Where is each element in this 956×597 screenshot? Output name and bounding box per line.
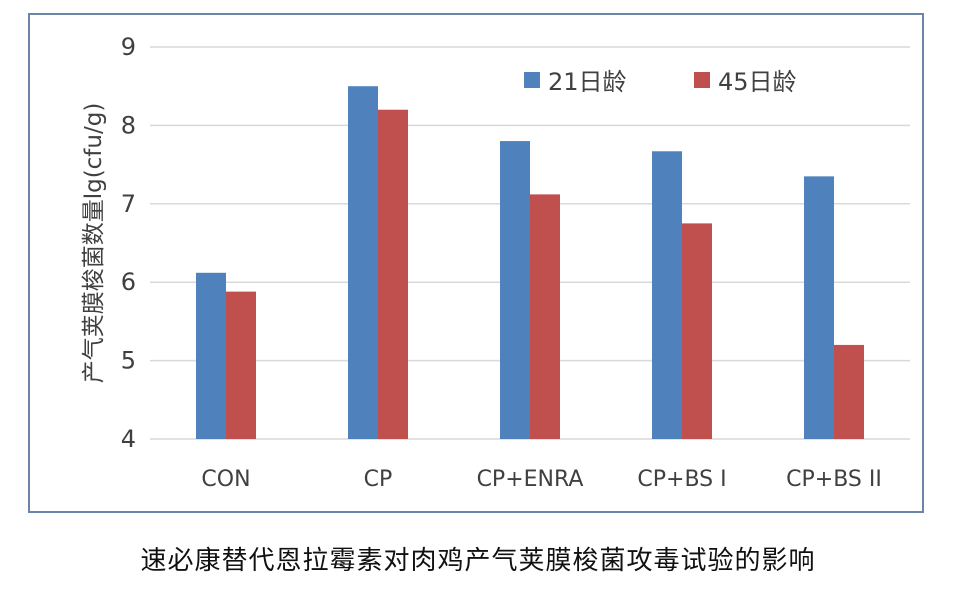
bar: [378, 109, 408, 439]
bar: [226, 291, 256, 439]
y-axis-label: 产气荚膜梭菌数量lg(cfu/g): [81, 103, 107, 384]
legend-label: 21日龄: [548, 68, 627, 96]
x-tick-label: CON: [201, 467, 250, 492]
x-tick-label: CP+BS I: [637, 467, 726, 492]
legend-swatch: [524, 72, 540, 88]
y-tick-label: 5: [121, 347, 136, 375]
x-tick-label: CP+BS II: [786, 467, 882, 492]
y-tick-label: 9: [121, 33, 136, 61]
x-tick-label: CP+ENRA: [477, 467, 584, 492]
bar: [804, 176, 834, 440]
y-tick-label: 4: [121, 425, 136, 453]
y-tick-label: 7: [121, 190, 136, 218]
y-tick-label: 6: [121, 268, 136, 296]
legend-label: 45日龄: [718, 68, 797, 96]
bar: [652, 151, 682, 439]
bar: [530, 194, 560, 439]
bar-chart: 4 5 6 7 8 9 CON CP CP+ENRA CP+BS I CP+BS II 产气荚膜梭菌数…: [81, 33, 910, 492]
bar: [196, 272, 226, 439]
bar: [682, 223, 712, 439]
x-tick-label: CP: [364, 467, 393, 492]
y-tick-label: 8: [121, 111, 136, 139]
legend-swatch: [694, 72, 710, 88]
bar: [348, 86, 378, 439]
chart-frame: [28, 13, 924, 513]
bar: [500, 141, 530, 439]
chart-caption: 速必康替代恩拉霉素对肉鸡产气荚膜梭菌攻毒试验的影响: [140, 546, 816, 576]
bar: [834, 344, 864, 439]
